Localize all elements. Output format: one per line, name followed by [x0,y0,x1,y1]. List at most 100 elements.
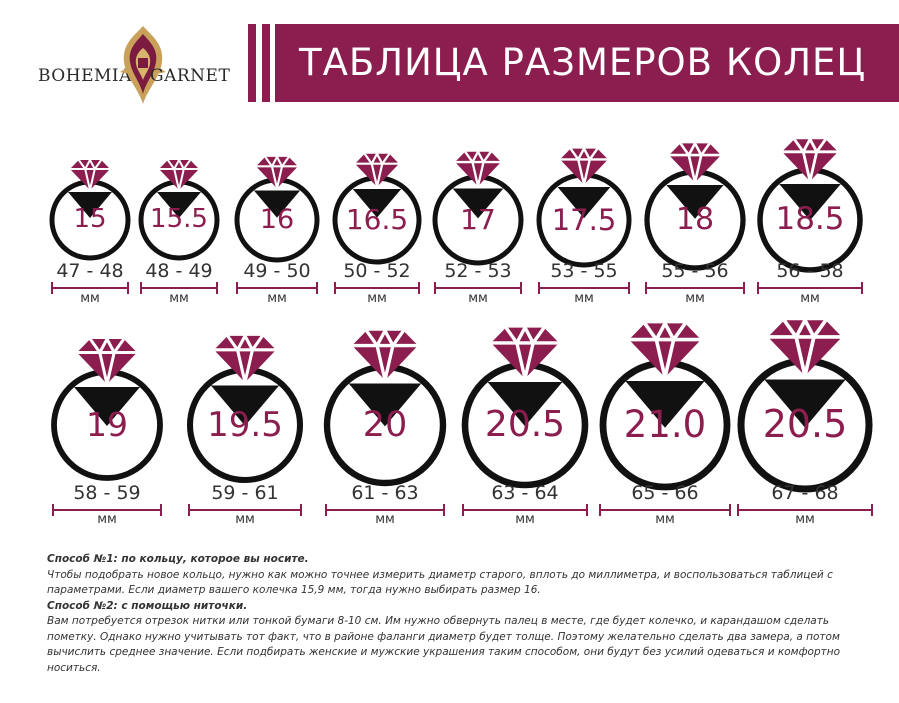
diameter-range: 58 - 59 [73,482,141,504]
ring-icon [536,147,632,268]
diameter-range: 47 - 48 [56,260,124,282]
ring-setting [348,383,422,427]
measure-bar [334,282,420,294]
brand-name-left: BOHEMIA [38,66,132,86]
unit-label: мм [267,291,287,306]
gem-icon [70,159,110,191]
measure-bar [434,282,522,294]
ring-size-label: 16.5 [345,203,409,237]
diameter-range: 49 - 50 [243,260,311,282]
brand-logo: BOHEMIA GARNET [38,22,231,110]
gem-icon [629,322,701,378]
ring-size-label: 16 [259,203,295,235]
method1-title: Способ №1: по кольцу, которое вы носите. [47,553,309,565]
diameter-range: 52 - 53 [444,260,512,282]
gem-icon [455,151,501,187]
unit-label: мм [97,512,117,527]
ring-icon [323,329,447,487]
brand-name-right: GARNET [150,66,231,86]
method2-title: Способ №2: с помощью ниточки. [47,599,248,612]
diameter-range: 50 - 52 [343,260,411,282]
header-stripe [248,24,256,102]
unit-label: мм [655,512,675,527]
ring-icon [51,338,163,481]
ring-icon [599,322,731,491]
ring-setting [253,190,301,218]
ring-icon [757,138,863,273]
gem-icon [214,335,276,383]
gem-icon [669,142,721,183]
unit-label: мм [800,291,820,306]
ring-size-label: 20.5 [484,404,566,446]
ring-size-label: 17.5 [551,202,617,237]
diameter-range: 67 - 68 [771,482,839,504]
ring-setting [210,385,280,426]
unit-label: мм [169,291,189,306]
method2-text: Вам потребуется отрезок нитки или тонкой… [47,615,841,674]
ring-setting [68,192,112,218]
garnet-heart-emblem-icon [120,26,166,104]
ring-setting [666,185,724,219]
measure-bar [645,282,745,294]
page-title: ТАБЛИЦА РАЗМЕРОВ КОЛЕЦ [275,24,899,102]
ring-icon [644,142,746,271]
unit-label: мм [367,291,387,306]
unit-label: мм [468,291,488,306]
diameter-range: 56 - 58 [776,260,844,282]
measure-bar [52,504,162,516]
ring-icon [186,335,304,484]
ring-setting [779,184,841,221]
ring-icon [737,319,873,493]
header-stripe [262,24,270,102]
diameter-range: 53 - 55 [550,260,618,282]
ring-icon [461,326,589,489]
ring-setting [625,381,705,428]
gem-icon [491,326,559,379]
ring-setting [452,188,504,219]
measure-bar [462,504,588,516]
gem-icon [355,153,399,188]
gem-icon [77,338,137,385]
unit-label: мм [80,291,100,306]
ring-icon [332,153,422,265]
instructions: Способ №1: по кольцу, которое вы носите.… [47,552,847,676]
diameter-range: 55 - 56 [661,260,729,282]
measure-bar [757,282,863,294]
ring-icon [49,159,131,261]
diameter-range: 65 - 66 [631,482,699,504]
measure-bar [51,282,129,294]
gem-icon [560,147,608,185]
measure-bar [140,282,218,294]
unit-label: мм [375,512,395,527]
ring-setting [74,387,140,426]
ring-size-label: 18.5 [775,201,845,238]
diameter-range: 59 - 61 [211,482,279,504]
diameter-range: 63 - 64 [491,482,559,504]
ring-size-label: 19.5 [207,404,283,445]
gem-icon [159,159,199,191]
unit-label: мм [685,291,705,306]
unit-label: мм [235,512,255,527]
measure-bar [188,504,302,516]
ring-setting [352,189,402,218]
gem-icon [352,329,418,381]
measure-bar [538,282,630,294]
ring-icon [138,159,220,261]
unit-label: мм [795,512,815,527]
diameter-range: 48 - 49 [145,260,213,282]
gem-icon [256,156,298,189]
measure-bar [599,504,731,516]
ring-size-label: 20 [362,405,408,445]
measure-bar [325,504,445,516]
method1-text: Чтобы подобрать новое кольцо, нужно как … [47,568,833,597]
unit-label: мм [574,291,594,306]
ring-size-label: 17 [460,203,496,237]
ring-size-label: 19 [86,405,128,445]
diameter-range: 61 - 63 [351,482,419,504]
ring-icon [432,151,524,266]
unit-label: мм [515,512,535,527]
gem-icon [768,319,842,377]
ring-size-label: 21.0 [623,402,707,446]
ring-setting [157,192,201,218]
ring-size-label: 20.5 [762,402,848,447]
